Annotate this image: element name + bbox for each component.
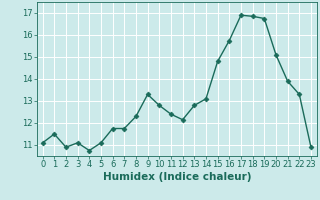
- X-axis label: Humidex (Indice chaleur): Humidex (Indice chaleur): [102, 172, 251, 182]
